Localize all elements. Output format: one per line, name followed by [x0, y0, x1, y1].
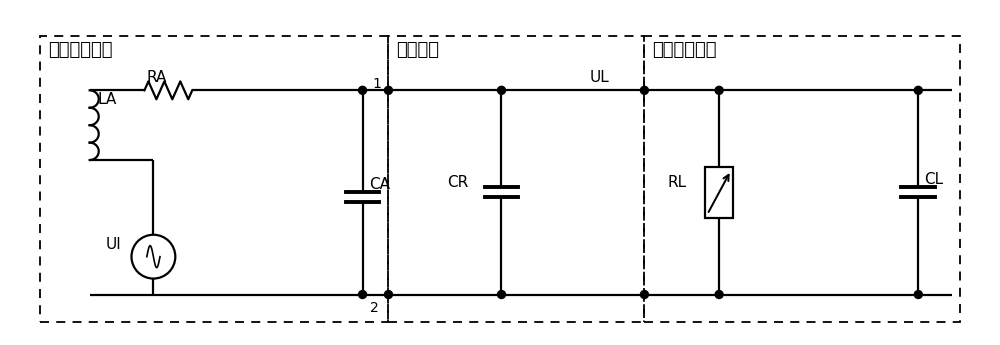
Text: LA: LA: [98, 91, 117, 107]
Bar: [705, 167, 733, 218]
Bar: [388, 36, 644, 322]
Circle shape: [498, 290, 505, 298]
Text: 天线等效电路: 天线等效电路: [48, 40, 112, 59]
Circle shape: [914, 86, 922, 94]
Text: RL: RL: [667, 176, 686, 190]
Circle shape: [498, 86, 505, 94]
Circle shape: [715, 86, 723, 94]
Circle shape: [384, 290, 392, 298]
Circle shape: [359, 86, 367, 94]
Circle shape: [715, 290, 723, 298]
Circle shape: [384, 86, 392, 94]
Text: 负载等效电路: 负载等效电路: [652, 40, 717, 59]
Text: UI: UI: [106, 237, 121, 252]
Circle shape: [640, 86, 648, 94]
Text: CL: CL: [924, 172, 943, 187]
Text: 2: 2: [370, 302, 378, 315]
Text: RA: RA: [146, 70, 167, 85]
Text: UL: UL: [590, 70, 609, 85]
Circle shape: [359, 290, 367, 298]
Bar: [644, 36, 960, 322]
Text: CR: CR: [447, 176, 468, 190]
Bar: [40, 36, 388, 322]
Circle shape: [640, 290, 648, 298]
Text: 谐振电容: 谐振电容: [396, 40, 439, 59]
Text: 1: 1: [373, 77, 381, 91]
Circle shape: [914, 290, 922, 298]
Text: CA: CA: [370, 177, 391, 193]
